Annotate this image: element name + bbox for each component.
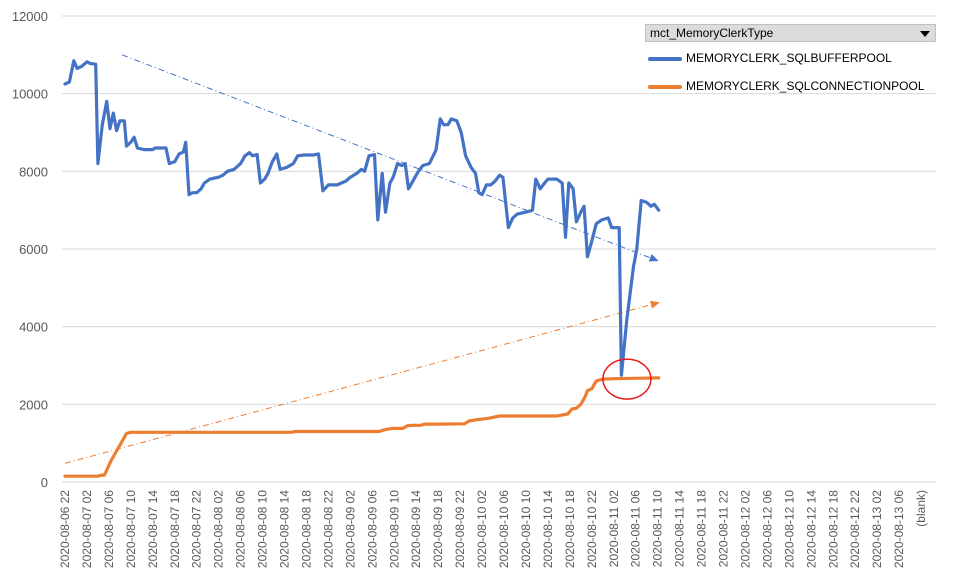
x-tick-label: 2020-08-11 10 (651, 490, 665, 568)
y-tick-label: 2000 (19, 397, 48, 412)
x-tick-label: 2020-08-12 10 (782, 490, 796, 568)
x-tick-label: 2020-08-09 22 (453, 490, 467, 568)
x-tick-label: 2020-08-08 06 (234, 490, 248, 568)
trendlines (64, 54, 660, 464)
x-tick-label: 2020-08-08 18 (299, 490, 313, 568)
legend-filter-dropdown[interactable]: mct_MemoryClerkType (645, 24, 936, 42)
x-tick-label: 2020-08-11 02 (607, 490, 621, 568)
x-tick-label: 2020-08-08 02 (212, 490, 226, 568)
x-tick-label: 2020-08-10 18 (563, 490, 577, 568)
x-tick-label: 2020-08-08 22 (321, 490, 335, 568)
x-tick-label: 2020-08-10 10 (519, 490, 533, 568)
x-tick-label: 2020-08-11 14 (673, 490, 687, 568)
x-tick-label: 2020-08-07 14 (146, 490, 160, 568)
legend-swatch-connectionpool (648, 84, 682, 89)
gridlines (62, 15, 936, 483)
x-tick-label: 2020-08-06 22 (58, 490, 72, 568)
series-line-memoryclerk_sqlbufferpool (63, 59, 661, 377)
series-lines (63, 59, 661, 478)
y-tick-label: 10000 (12, 87, 48, 102)
x-tick-label: 2020-08-12 06 (760, 490, 774, 568)
x-tick-label: 2020-08-11 18 (695, 490, 709, 568)
annotations (602, 358, 652, 400)
legend-item-connectionpool: MEMORYCLERK_SQLCONNECTIONPOOL (648, 79, 925, 93)
trendline-1 (64, 300, 660, 464)
chevron-down-icon[interactable] (920, 31, 930, 37)
x-tick-label: 2020-08-08 14 (278, 490, 292, 568)
y-tick-label: 4000 (19, 320, 48, 335)
x-tick-label: 2020-08-07 06 (102, 490, 116, 568)
legend-label-bufferpool: MEMORYCLERK_SQLBUFFERPOOL (686, 51, 892, 65)
y-tick-label: 0 (41, 475, 48, 490)
highlight-circle (602, 358, 652, 400)
x-tick-label: 2020-08-13 02 (870, 490, 884, 568)
y-tick-label: 6000 (19, 242, 48, 257)
x-tick-label: 2020-08-09 14 (409, 490, 423, 568)
x-tick-label: 2020-08-08 10 (256, 490, 270, 568)
x-tick-label: 2020-08-07 18 (168, 490, 182, 568)
x-tick-label: 2020-08-12 02 (738, 490, 752, 568)
x-tick-label: 2020-08-12 14 (804, 490, 818, 568)
x-tick-label: 2020-08-10 02 (475, 490, 489, 568)
y-tick-label: 12000 (12, 9, 48, 24)
x-tick-label: 2020-08-11 06 (629, 490, 643, 568)
x-tick-label: 2020-08-09 02 (343, 490, 357, 568)
x-tick-label: (blank) (914, 490, 928, 527)
legend-item-bufferpool: MEMORYCLERK_SQLBUFFERPOOL (648, 51, 892, 65)
x-tick-label: 2020-08-10 06 (497, 490, 511, 568)
x-tick-label: 2020-08-09 18 (431, 490, 445, 568)
x-tick-label: 2020-08-09 06 (365, 490, 379, 568)
x-tick-label: 2020-08-07 10 (124, 490, 138, 568)
legend-swatch-bufferpool (648, 56, 682, 61)
series-line-memoryclerk_sqlconnectionpool (63, 376, 661, 478)
legend-title: mct_MemoryClerkType (650, 26, 774, 40)
trendline-0 (121, 54, 659, 262)
x-tick-label: 2020-08-12 22 (848, 490, 862, 568)
x-axis-ticks: 2020-08-06 22 2020-08-07 02 2020-08-07 06 2… (58, 490, 928, 568)
legend-label-connectionpool: MEMORYCLERK_SQLCONNECTIONPOOL (686, 79, 925, 93)
x-tick-label: 2020-08-07 02 (80, 490, 94, 568)
x-tick-label: 2020-08-09 10 (387, 490, 401, 568)
x-tick-label: 2020-08-10 14 (541, 490, 555, 568)
y-axis-ticks: 0 2000 4000 6000 8000 10000 12000 (12, 9, 48, 490)
x-tick-label: 2020-08-07 22 (190, 490, 204, 568)
x-tick-label: 2020-08-13 06 (892, 490, 906, 568)
x-tick-label: 2020-08-11 22 (717, 490, 731, 568)
x-tick-label: 2020-08-10 22 (585, 490, 599, 568)
x-tick-label: 2020-08-12 18 (826, 490, 840, 568)
y-tick-label: 8000 (19, 164, 48, 179)
